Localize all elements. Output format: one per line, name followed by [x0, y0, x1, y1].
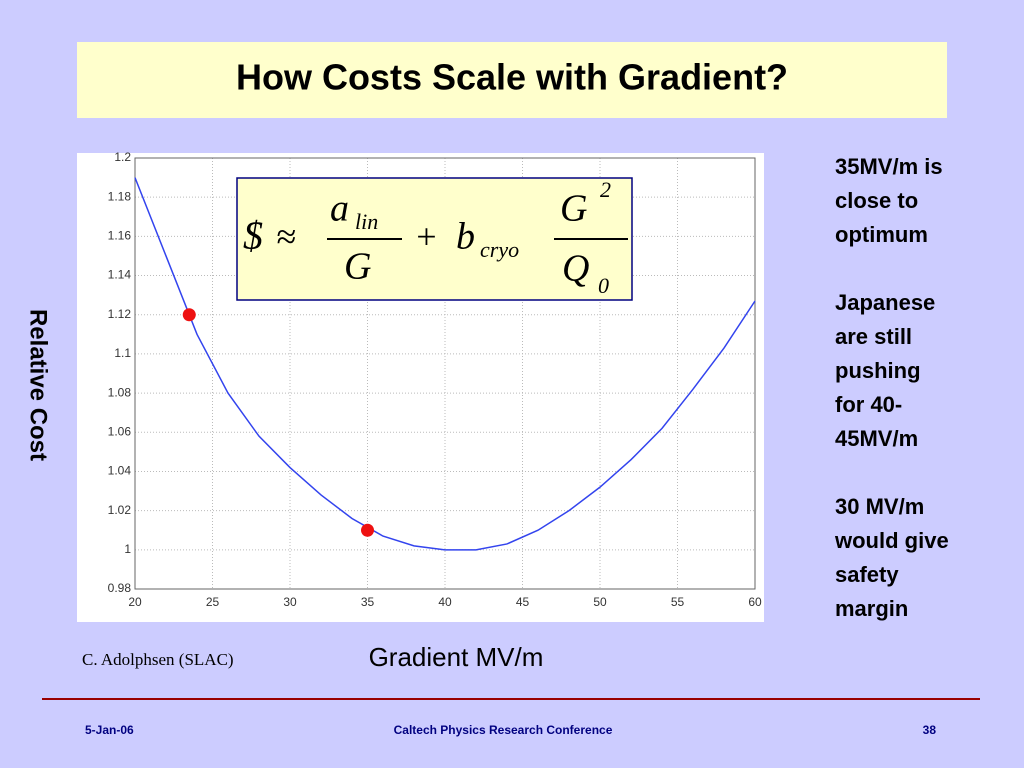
formula-lhs: $	[243, 213, 263, 258]
note-line: would give	[834, 528, 949, 553]
x-tick-label: 25	[206, 595, 220, 609]
x-tick-label: 55	[671, 595, 685, 609]
note-line: 35MV/m is	[835, 154, 943, 179]
x-tick-label: 20	[128, 595, 142, 609]
plot-frame	[134, 157, 756, 590]
note-line: optimum	[835, 222, 928, 247]
x-tick-label: 35	[361, 595, 375, 609]
title-box	[77, 42, 947, 118]
point	[361, 523, 374, 537]
y-axis-label: Relative Cost	[25, 309, 52, 461]
formula-num2: G	[560, 188, 587, 230]
x-tick-label: 60	[748, 595, 762, 609]
formula-den1: G	[344, 246, 371, 288]
y-tick-label: 0.98	[108, 581, 132, 595]
x-tick-label: 30	[283, 595, 297, 609]
note-line: 45MV/m	[835, 426, 918, 451]
formula-b-sub: cryo	[480, 237, 519, 262]
formula-a-sub: lin	[355, 209, 378, 234]
point	[182, 308, 196, 322]
note-line: margin	[835, 596, 908, 621]
credit: C. Adolphsen (SLAC)	[82, 650, 234, 669]
y-tick-label: 1.06	[108, 424, 132, 438]
x-tick-label: 50	[593, 595, 607, 609]
footer-page: 38	[923, 723, 937, 737]
footer-date: 5-Jan-06	[85, 723, 134, 737]
formula-b: b	[456, 216, 475, 258]
note-line: safety	[835, 562, 899, 587]
formula-den2: Q	[562, 248, 589, 290]
notes: 35MV/m is close to optimum Japanese are stil…	[834, 154, 949, 621]
formula-num2-sup: 2	[600, 177, 611, 202]
note-line: 30 MV/m	[835, 494, 924, 519]
y-tick-label: 1.18	[108, 189, 132, 203]
title: How Costs Scale with Gradient?	[236, 57, 788, 98]
formula-a: a	[330, 188, 349, 230]
y-tick-label: 1.2	[114, 150, 131, 164]
footer-event: Caltech Physics Research Conference	[394, 723, 613, 737]
cost-curve	[134, 177, 756, 551]
y-tick-label: 1.02	[108, 503, 132, 517]
y-tick-label: 1.1	[114, 346, 131, 360]
y-tick-label: 1.16	[108, 229, 132, 243]
x-axis-label: Gradient MV/m	[369, 642, 544, 672]
note-line: close to	[835, 188, 918, 213]
formula: $ ≈ a lin G + b cryo G 2 Q 0	[243, 177, 628, 298]
x-tick-label: 40	[438, 595, 452, 609]
x-tick-label: 45	[516, 595, 530, 609]
y-tick-label: 1.08	[108, 385, 132, 399]
formula-plus: +	[414, 216, 438, 256]
note-line: are still	[835, 324, 912, 349]
note-line: for 40-	[835, 392, 902, 417]
formula-approx: ≈	[276, 216, 296, 256]
y-tick-label: 1.14	[108, 268, 132, 282]
y-tick-label: 1.04	[108, 464, 132, 478]
formula-den2-sub: 0	[598, 273, 609, 298]
note-line: pushing	[835, 358, 921, 383]
y-tick-label: 1.12	[108, 307, 132, 321]
y-tick-label: 1	[124, 542, 131, 556]
note-line: Japanese	[835, 290, 935, 315]
